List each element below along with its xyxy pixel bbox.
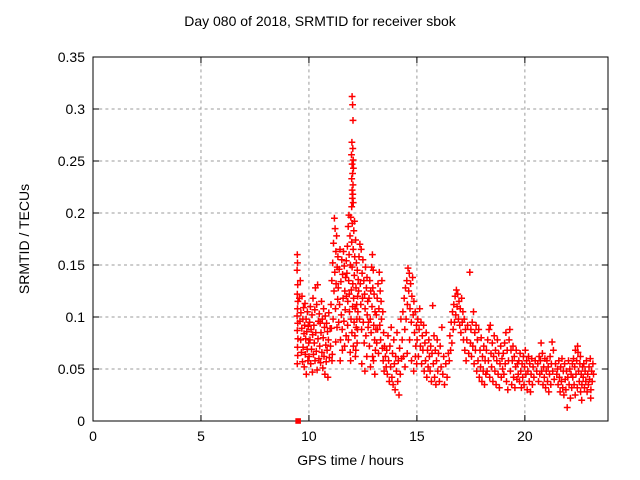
y-tick-label: 0.1 <box>66 309 86 325</box>
x-tick-label: 10 <box>301 428 317 444</box>
data-points-srmtid <box>293 93 597 411</box>
y-tick-labels: 0 0.05 0.1 0.15 0.2 0.25 0.3 0.35 <box>58 49 85 429</box>
y-tick-label: 0.35 <box>58 49 85 65</box>
x-tick-label: 0 <box>89 428 97 444</box>
y-tick-label: 0 <box>77 413 85 429</box>
x-tick-label: 20 <box>517 428 533 444</box>
y-tick-label: 0.25 <box>58 153 85 169</box>
x-axis-title: GPS time / hours <box>297 452 404 468</box>
zero-value-marker <box>295 418 301 424</box>
y-tick-label: 0.3 <box>66 101 86 117</box>
plot-border <box>92 56 609 422</box>
axis-ticks <box>92 56 608 422</box>
x-tick-label: 5 <box>197 428 205 444</box>
y-tick-label: 0.05 <box>58 361 85 377</box>
grid-lines <box>93 57 608 421</box>
x-tick-labels: 0 5 10 15 20 <box>89 428 533 444</box>
x-tick-label: 15 <box>409 428 425 444</box>
y-tick-label: 0.2 <box>66 205 86 221</box>
y-tick-label: 0.15 <box>58 257 85 273</box>
chart-title: Day 080 of 2018, SRMTID for receiver sbo… <box>184 13 456 29</box>
